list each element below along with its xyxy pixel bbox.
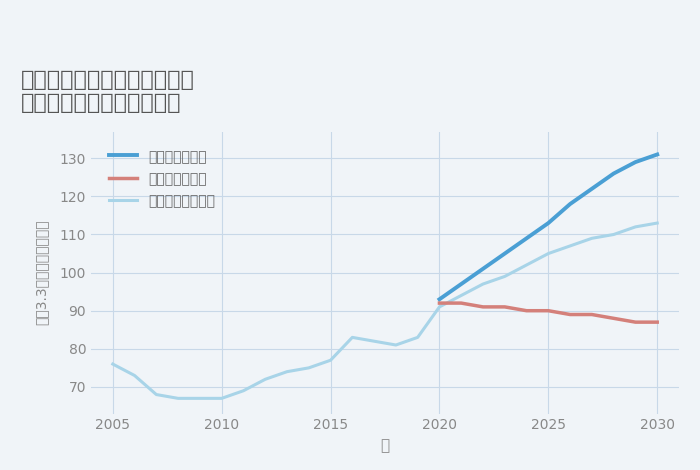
ノーマルシナリオ — [435, 304, 444, 310]
ノーマルシナリオ — [479, 281, 487, 287]
バッドシナリオ — [457, 300, 466, 306]
ノーマルシナリオ — [196, 396, 204, 401]
グッドシナリオ — [588, 186, 596, 192]
Y-axis label: 坪（3.3㎡）単価（万円）: 坪（3.3㎡）単価（万円） — [34, 220, 48, 325]
ノーマルシナリオ — [414, 335, 422, 340]
Line: バッドシナリオ: バッドシナリオ — [440, 303, 657, 322]
ノーマルシナリオ — [370, 338, 378, 344]
バッドシナリオ — [653, 319, 662, 325]
ノーマルシナリオ — [152, 392, 160, 397]
バッドシナリオ — [500, 304, 509, 310]
Text: 福岡県北九州市門司区伊川の
中古マンションの価格推移: 福岡県北九州市門司区伊川の 中古マンションの価格推移 — [20, 70, 195, 113]
グッドシナリオ — [500, 251, 509, 256]
グッドシナリオ — [522, 235, 531, 241]
バッドシナリオ — [588, 312, 596, 317]
ノーマルシナリオ — [304, 365, 313, 371]
グッドシナリオ — [566, 201, 574, 207]
ノーマルシナリオ — [457, 293, 466, 298]
Line: ノーマルシナリオ: ノーマルシナリオ — [113, 223, 657, 399]
グッドシナリオ — [544, 220, 552, 226]
ノーマルシナリオ — [239, 388, 248, 393]
ノーマルシナリオ — [261, 376, 270, 382]
ノーマルシナリオ — [588, 235, 596, 241]
Line: グッドシナリオ: グッドシナリオ — [440, 155, 657, 299]
バッドシナリオ — [435, 300, 444, 306]
Legend: グッドシナリオ, バッドシナリオ, ノーマルシナリオ: グッドシナリオ, バッドシナリオ, ノーマルシナリオ — [104, 144, 220, 214]
ノーマルシナリオ — [174, 396, 182, 401]
バッドシナリオ — [544, 308, 552, 313]
グッドシナリオ — [631, 159, 640, 165]
グッドシナリオ — [479, 266, 487, 272]
バッドシナリオ — [522, 308, 531, 313]
グッドシナリオ — [610, 171, 618, 176]
バッドシナリオ — [610, 315, 618, 321]
ノーマルシナリオ — [610, 232, 618, 237]
グッドシナリオ — [653, 152, 662, 157]
ノーマルシナリオ — [326, 357, 335, 363]
ノーマルシナリオ — [653, 220, 662, 226]
バッドシナリオ — [479, 304, 487, 310]
ノーマルシナリオ — [348, 335, 356, 340]
バッドシナリオ — [631, 319, 640, 325]
ノーマルシナリオ — [218, 396, 226, 401]
ノーマルシナリオ — [500, 274, 509, 279]
ノーマルシナリオ — [631, 224, 640, 230]
バッドシナリオ — [566, 312, 574, 317]
ノーマルシナリオ — [544, 251, 552, 256]
グッドシナリオ — [457, 281, 466, 287]
ノーマルシナリオ — [522, 262, 531, 268]
ノーマルシナリオ — [566, 243, 574, 249]
ノーマルシナリオ — [283, 369, 291, 375]
X-axis label: 年: 年 — [380, 438, 390, 453]
ノーマルシナリオ — [108, 361, 117, 367]
グッドシナリオ — [435, 297, 444, 302]
ノーマルシナリオ — [392, 342, 400, 348]
ノーマルシナリオ — [130, 373, 139, 378]
